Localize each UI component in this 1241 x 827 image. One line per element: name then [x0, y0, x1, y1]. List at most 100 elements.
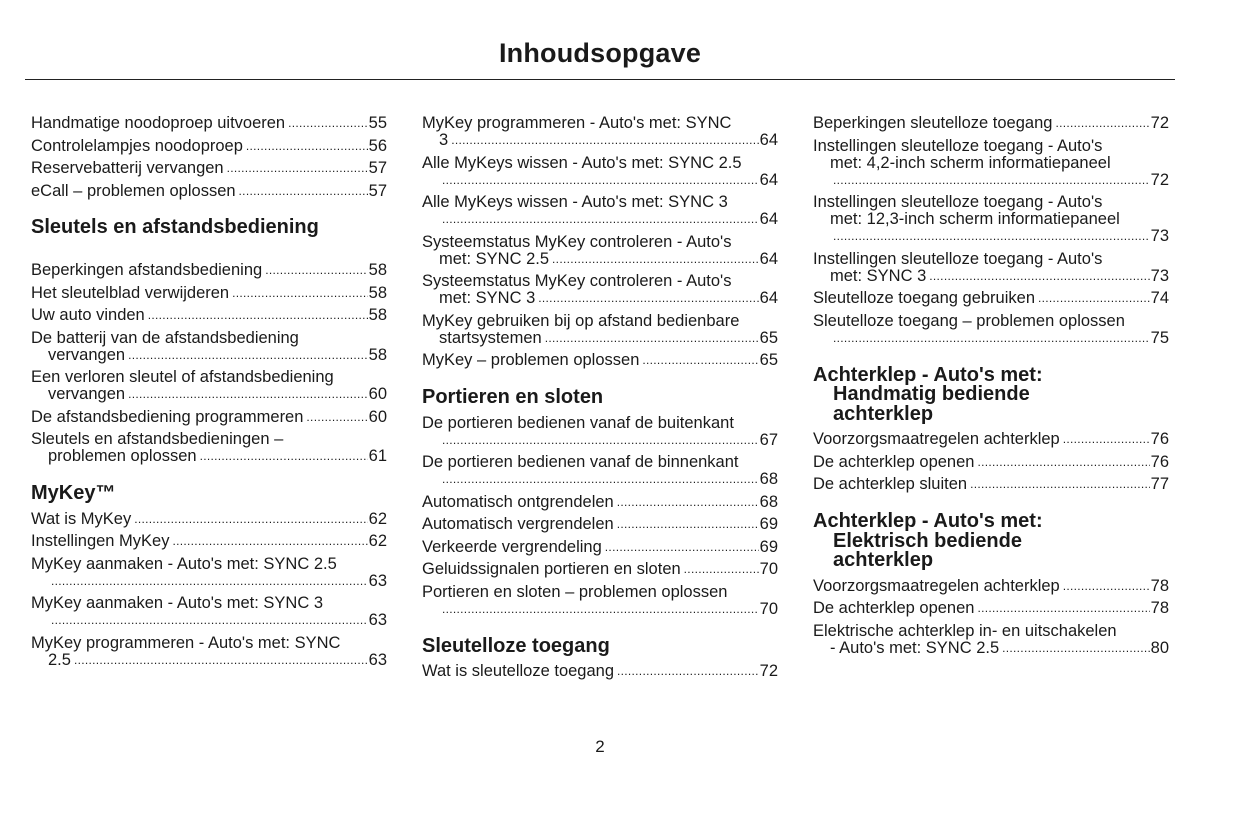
toc-entry-text[interactable]: Instellingen MyKey — [31, 532, 170, 550]
toc-entry-text[interactable]: MyKey aanmaken - Auto's met: SYNC 3 — [31, 594, 324, 612]
toc-entry-text[interactable]: Alle MyKeys wissen - Auto's met: SYNC 3 — [422, 193, 728, 211]
toc-entry[interactable]: De batterij van de afstandsbediening verv… — [31, 328, 387, 364]
toc-page-number[interactable]: 70 — [759, 560, 778, 578]
toc-page-number[interactable]: 69 — [759, 515, 778, 533]
toc-page-number[interactable]: 78 — [1150, 576, 1169, 595]
toc-entry-text[interactable]: MyKey programmeren - Auto's met: SYNC — [422, 114, 732, 132]
toc-entry-text[interactable]: Portieren en sloten – problemen oplossen — [422, 582, 728, 601]
toc-entry[interactable]: Instellingen sleutelloze toegang - Auto'… — [813, 193, 1169, 246]
toc-entry[interactable]: Verkeerde vergrendeling 69 — [422, 537, 778, 556]
toc-page-number[interactable]: 73 — [1150, 266, 1169, 285]
toc-entry[interactable]: Automatisch vergrendelen 69 — [422, 515, 778, 534]
toc-page-number[interactable]: 58 — [368, 261, 387, 279]
toc-entry-text[interactable]: De afstandsbediening programmeren — [31, 407, 304, 426]
toc-entry[interactable]: De portieren bedienen vanaf de binnenkan… — [422, 453, 778, 489]
toc-page-number[interactable]: 64 — [759, 210, 778, 228]
toc-entry-text[interactable]: De achterklep openen — [813, 452, 975, 471]
toc-entry-text[interactable]: Sleutelloze toegang – problemen oplossen — [813, 311, 1125, 330]
toc-entry-text[interactable]: Een verloren sleutel of afstandsbedienin… — [31, 368, 334, 386]
toc-page-number[interactable]: 60 — [368, 407, 387, 426]
toc-page-number[interactable]: 65 — [759, 328, 778, 347]
toc-entry-text[interactable]: - Auto's met: SYNC 2.5 — [830, 638, 1000, 657]
toc-entry-text[interactable]: met: SYNC 3 — [830, 266, 927, 285]
toc-page-number[interactable]: 63 — [368, 650, 387, 669]
toc-entry-text[interactable]: MyKey programmeren - Auto's met: SYNC — [31, 633, 341, 652]
toc-entry-text[interactable]: 2.5 — [48, 650, 71, 669]
toc-entry[interactable]: De achterklep sluiten 77 — [813, 475, 1169, 494]
toc-entry-text[interactable]: De achterklep openen — [813, 599, 975, 617]
toc-page-number[interactable]: 64 — [759, 170, 778, 189]
toc-entry-text[interactable]: De batterij van de afstandsbediening — [31, 328, 299, 347]
toc-entry[interactable]: Elektrische achterklep in- en uitschakel… — [813, 621, 1169, 657]
toc-page-number[interactable]: 68 — [759, 470, 778, 488]
toc-entry[interactable]: MyKey aanmaken - Auto's met: SYNC 3 63 — [31, 594, 387, 630]
toc-entry[interactable]: De achterklep openen 76 — [813, 452, 1169, 471]
toc-entry-text[interactable]: MyKey – problemen oplossen — [422, 351, 640, 369]
toc-entry-text[interactable]: met: SYNC 3 — [439, 289, 536, 307]
toc-entry-text[interactable]: De portieren bedienen vanaf de buitenkan… — [422, 413, 734, 432]
toc-entry[interactable]: Sleutelloze toegang gebruiken 74 — [813, 289, 1169, 308]
toc-entry-text[interactable]: Verkeerde vergrendeling — [422, 537, 602, 556]
toc-entry-text[interactable]: De portieren bedienen vanaf de binnenkan… — [422, 453, 739, 471]
toc-entry-text[interactable]: startsystemen — [439, 328, 542, 347]
toc-entry[interactable]: Voorzorgsmaatregelen achterklep 76 — [813, 430, 1169, 449]
toc-page-number[interactable]: 74 — [1150, 289, 1169, 307]
toc-page-number[interactable]: 58 — [368, 345, 387, 364]
toc-page-number[interactable]: 57 — [368, 181, 387, 200]
toc-entry-text[interactable]: MyKey gebruiken bij op afstand bedienbar… — [422, 311, 740, 330]
toc-page-number[interactable]: 58 — [368, 306, 387, 324]
toc-entry-text[interactable]: Alle MyKeys wissen - Auto's met: SYNC 2.… — [422, 153, 742, 172]
toc-page-number[interactable]: 57 — [368, 159, 387, 177]
toc-page-number[interactable]: 73 — [1150, 227, 1169, 245]
toc-entry-text[interactable]: Systeemstatus MyKey controleren - Auto's — [422, 272, 732, 290]
toc-entry-text[interactable]: Wat is sleutelloze toegang — [422, 662, 614, 680]
toc-page-number[interactable]: 62 — [368, 532, 387, 550]
toc-entry[interactable]: Sleutelloze toegang – problemen oplossen… — [813, 311, 1169, 347]
toc-entry[interactable]: Uw auto vinden 58 — [31, 306, 387, 325]
toc-entry-text[interactable]: Sleutelloze toegang gebruiken — [813, 289, 1036, 307]
toc-entry[interactable]: Voorzorgsmaatregelen achterklep 78 — [813, 576, 1169, 595]
toc-entry-text[interactable]: problemen oplossen — [48, 447, 197, 465]
toc-entry-text[interactable]: vervangen — [48, 385, 126, 403]
toc-entry-text[interactable]: Geluidssignalen portieren en sloten — [422, 560, 681, 578]
toc-entry-text[interactable]: Voorzorgsmaatregelen achterklep — [813, 576, 1060, 595]
toc-entry-text[interactable]: Controlelampjes noodoproep — [31, 136, 243, 155]
toc-page-number[interactable]: 72 — [1150, 114, 1169, 132]
toc-entry[interactable]: MyKey aanmaken - Auto's met: SYNC 2.5 63 — [31, 555, 387, 590]
toc-entry-text[interactable]: vervangen — [48, 345, 126, 364]
toc-entry-text[interactable]: De achterklep sluiten — [813, 475, 968, 493]
toc-entry[interactable]: Handmatige noodoproep uitvoeren 55 — [31, 114, 387, 133]
toc-page-number[interactable]: 58 — [368, 283, 387, 302]
toc-entry[interactable]: De achterklep openen 78 — [813, 599, 1169, 618]
toc-entry-text[interactable]: met: 4,2-inch scherm informatiepaneel — [830, 153, 1111, 172]
toc-entry-text[interactable]: Handmatige noodoproep uitvoeren — [31, 114, 286, 132]
toc-entry-text[interactable]: Automatisch ontgrendelen — [422, 492, 614, 511]
toc-entry[interactable]: MyKey – problemen oplossen 65 — [422, 351, 778, 370]
toc-page-number[interactable]: 75 — [1150, 328, 1169, 347]
toc-entry[interactable]: Het sleutelblad verwijderen 58 — [31, 283, 387, 302]
toc-entry-text[interactable]: Beperkingen sleutelloze toegang — [813, 114, 1053, 132]
toc-page-number[interactable]: 55 — [368, 114, 387, 132]
toc-page-number[interactable]: 78 — [1150, 599, 1169, 617]
toc-page-number[interactable]: 80 — [1150, 638, 1169, 657]
toc-entry-text[interactable]: Wat is MyKey — [31, 509, 132, 528]
toc-entry[interactable]: Alle MyKeys wissen - Auto's met: SYNC 2.… — [422, 153, 778, 189]
toc-page-number[interactable]: 61 — [368, 447, 387, 465]
toc-entry[interactable]: Controlelampjes noodoproep 56 — [31, 136, 387, 155]
toc-entry-text[interactable]: 3 — [439, 131, 449, 149]
toc-entry[interactable]: Systeemstatus MyKey controleren - Auto's… — [422, 232, 778, 268]
toc-entry-text[interactable]: Elektrische achterklep in- en uitschakel… — [813, 621, 1117, 640]
toc-page-number[interactable]: 70 — [759, 599, 778, 618]
toc-entry[interactable]: Wat is MyKey 62 — [31, 509, 387, 528]
toc-entry[interactable]: De afstandsbediening programmeren 60 — [31, 407, 387, 426]
toc-entry[interactable]: MyKey programmeren - Auto's met: SYNC 2.5… — [31, 633, 387, 669]
toc-page-number[interactable]: 67 — [759, 430, 778, 449]
toc-entry[interactable]: Beperkingen afstandsbediening 58 — [31, 261, 387, 280]
toc-page-number[interactable]: 76 — [1150, 430, 1169, 448]
toc-entry[interactable]: De portieren bedienen vanaf de buitenkan… — [422, 413, 778, 449]
toc-entry-text[interactable]: Instellingen sleutelloze toegang - Auto'… — [813, 193, 1103, 211]
toc-entry[interactable]: Een verloren sleutel of afstandsbedienin… — [31, 368, 387, 404]
toc-entry-text[interactable]: Uw auto vinden — [31, 306, 145, 324]
toc-entry-text[interactable]: Systeemstatus MyKey controleren - Auto's — [422, 232, 732, 251]
toc-page-number[interactable]: 64 — [759, 289, 778, 307]
